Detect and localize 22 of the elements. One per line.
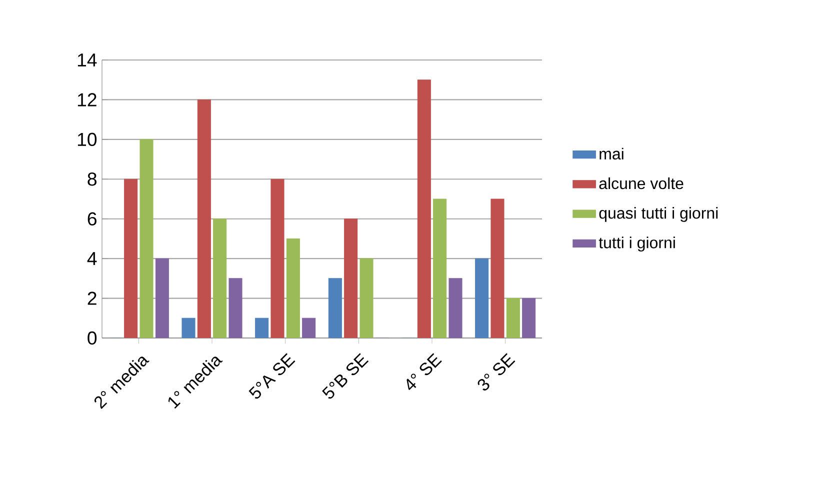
bar [270,178,284,338]
x-tick-label: 5°A SE [248,353,296,399]
y-tick-label: 0 [88,331,97,345]
bar [197,99,211,338]
legend-label: alcune volte [599,177,684,190]
y-tick-label: 14 [78,54,97,66]
y-tick-label: 6 [88,212,96,226]
legend-label: quasi tutti i giorni [599,207,718,222]
y-tick-label: 8 [88,172,96,186]
x-tick-label: 5°B SE [322,353,369,399]
y-tick-label: 4 [87,252,97,265]
bar [490,198,504,338]
y-tick-label: 10 [78,132,97,146]
y-tick-label: 12 [78,93,96,106]
x-tick-label: 4° SE [406,353,442,390]
legend-label: tutti i giorni [598,236,675,252]
bar [417,80,431,338]
bar [344,218,358,338]
x-tick-label: 3° SE [478,353,516,390]
y-tick-label: 2 [88,292,96,305]
bar [124,178,138,338]
legend-label: mai [600,148,624,160]
